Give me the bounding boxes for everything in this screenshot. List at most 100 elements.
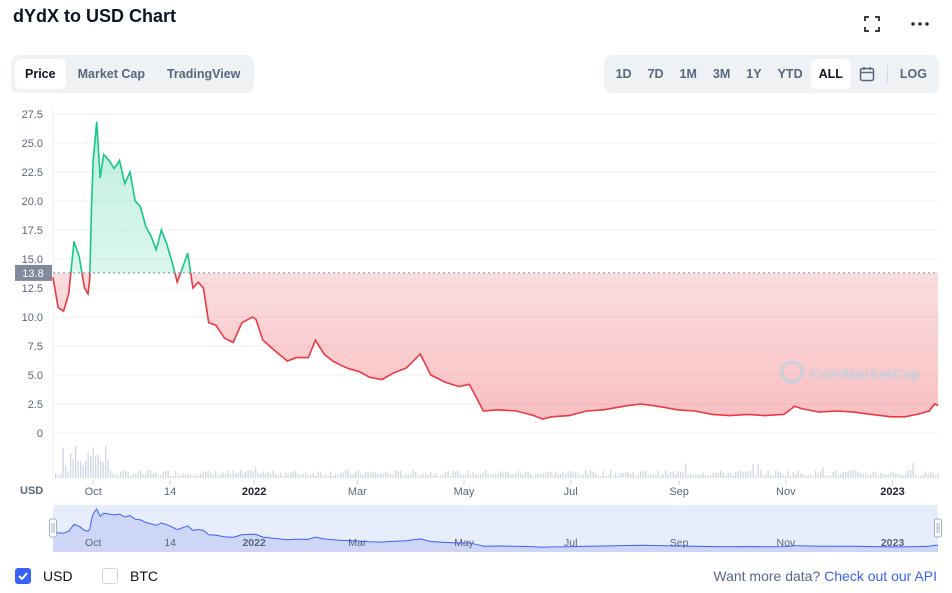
volume-bar bbox=[510, 474, 512, 478]
coinmarketcap-logo-icon bbox=[780, 360, 804, 384]
more-options-icon[interactable] bbox=[908, 12, 932, 36]
price-point bbox=[818, 411, 820, 413]
volume-bar bbox=[487, 473, 489, 478]
price-point bbox=[202, 287, 205, 289]
volume-bar bbox=[845, 471, 847, 478]
volume-bar bbox=[740, 470, 742, 478]
tab-price[interactable]: Price bbox=[15, 59, 66, 89]
volume-bar bbox=[305, 472, 307, 478]
log-scale-button[interactable]: LOG bbox=[899, 67, 927, 81]
volume-bar bbox=[285, 472, 287, 478]
tab-tradingview[interactable]: TradingView bbox=[166, 67, 241, 81]
volume-bar bbox=[290, 472, 292, 478]
volume-bar bbox=[895, 473, 897, 478]
volume-bar bbox=[842, 471, 844, 478]
volume-bar bbox=[640, 471, 642, 478]
volume-bar bbox=[407, 474, 409, 478]
volume-bar bbox=[812, 475, 814, 478]
price-point bbox=[68, 293, 70, 295]
price-point bbox=[103, 154, 105, 156]
volume-bar bbox=[447, 470, 449, 478]
range-7d-button[interactable]: 7D bbox=[647, 67, 664, 81]
volume-bar bbox=[457, 470, 459, 478]
tab-market-cap[interactable]: Market Cap bbox=[77, 67, 145, 81]
volume-bar bbox=[497, 473, 499, 478]
volume-bar bbox=[152, 473, 154, 478]
volume-bar bbox=[800, 472, 802, 478]
btc-checkbox[interactable] bbox=[102, 568, 118, 584]
volume-bar bbox=[165, 470, 167, 478]
page-title: dYdX to USD Chart bbox=[13, 6, 177, 26]
x-tick-label: 2022 bbox=[242, 486, 266, 498]
x-axis: USD Oct 14 2022 Mar May Jul Sep Nov 2023 bbox=[20, 480, 905, 498]
baseline-label: 13.8 bbox=[22, 268, 43, 280]
range-1m-button[interactable]: 1M bbox=[679, 67, 697, 81]
volume-bar bbox=[817, 473, 819, 478]
volume-bar bbox=[890, 472, 892, 478]
volume-bar bbox=[882, 473, 884, 478]
volume-bar bbox=[120, 471, 122, 478]
volume-bar bbox=[140, 470, 142, 478]
volume-bar bbox=[92, 447, 94, 478]
usd-checkbox[interactable] bbox=[15, 568, 31, 584]
volume-bar bbox=[850, 470, 852, 478]
price-point bbox=[192, 287, 194, 289]
volume-bar bbox=[282, 475, 284, 478]
volume-bar bbox=[150, 470, 152, 478]
volume-bar bbox=[275, 475, 277, 478]
price-point bbox=[176, 281, 178, 283]
price-line-up bbox=[70, 122, 192, 273]
range-1y-button[interactable]: 1Y bbox=[746, 67, 762, 81]
price-point bbox=[458, 386, 460, 388]
volume-bar bbox=[55, 473, 57, 478]
volume-bar bbox=[195, 475, 197, 478]
api-prefix: Want more data? bbox=[713, 568, 821, 584]
volume-bar bbox=[130, 475, 132, 478]
usd-label: USD bbox=[43, 568, 73, 584]
navigator-left-handle[interactable] bbox=[49, 518, 57, 538]
volume-bar bbox=[875, 471, 877, 478]
volume-bar bbox=[212, 473, 214, 478]
volume-bar bbox=[147, 470, 149, 478]
volume-bar bbox=[652, 473, 654, 478]
volume-bar bbox=[862, 473, 864, 478]
navigator-right-handle[interactable] bbox=[934, 518, 942, 538]
price-point bbox=[223, 337, 226, 339]
range-3m-button[interactable]: 3M bbox=[712, 67, 731, 81]
price-chart[interactable]: 0 2.5 5.0 7.5 10.0 12.5 15.0 17.5 20.0 22.5 25.0 27… bbox=[0, 100, 952, 560]
watermark-text: CoinMarketCap bbox=[810, 366, 920, 383]
volume-bar bbox=[482, 472, 484, 478]
price-point bbox=[150, 235, 152, 237]
volume-bar bbox=[645, 470, 647, 478]
area-above-baseline bbox=[53, 122, 938, 273]
price-point bbox=[272, 348, 274, 351]
api-link[interactable]: Check out our API bbox=[824, 568, 937, 584]
range-all-button[interactable]: ALL bbox=[810, 59, 851, 89]
usd-toggle[interactable]: USD bbox=[15, 568, 73, 584]
volume-bar bbox=[712, 472, 714, 478]
volume-bar bbox=[190, 475, 192, 478]
volume-bar bbox=[607, 474, 609, 478]
btc-toggle[interactable]: BTC bbox=[102, 568, 158, 584]
calendar-icon[interactable] bbox=[851, 59, 883, 89]
volume-bar bbox=[937, 473, 939, 478]
volume-bar bbox=[565, 473, 567, 478]
volume-bar bbox=[780, 472, 782, 478]
volume-bar bbox=[802, 473, 804, 478]
x-tick-label: Mar bbox=[348, 486, 367, 498]
volume-bar bbox=[357, 470, 359, 478]
fullscreen-icon[interactable] bbox=[860, 12, 884, 36]
range-ytd-button[interactable]: YTD bbox=[777, 67, 803, 81]
range-1d-button[interactable]: 1D bbox=[615, 67, 632, 81]
volume-bar bbox=[460, 474, 462, 478]
navigator[interactable]: Oct 14 2022 Mar May Jul Sep Nov 2023 bbox=[49, 505, 942, 552]
x-tick-label: 2023 bbox=[880, 486, 904, 498]
volume-bar bbox=[390, 473, 392, 478]
price-point bbox=[145, 225, 147, 228]
volume-bar bbox=[737, 471, 739, 478]
volume-bar bbox=[500, 471, 502, 478]
volume-bar bbox=[925, 471, 927, 478]
volume-bar bbox=[395, 470, 397, 478]
volume-bar bbox=[337, 474, 339, 478]
volume-bar bbox=[537, 473, 539, 478]
